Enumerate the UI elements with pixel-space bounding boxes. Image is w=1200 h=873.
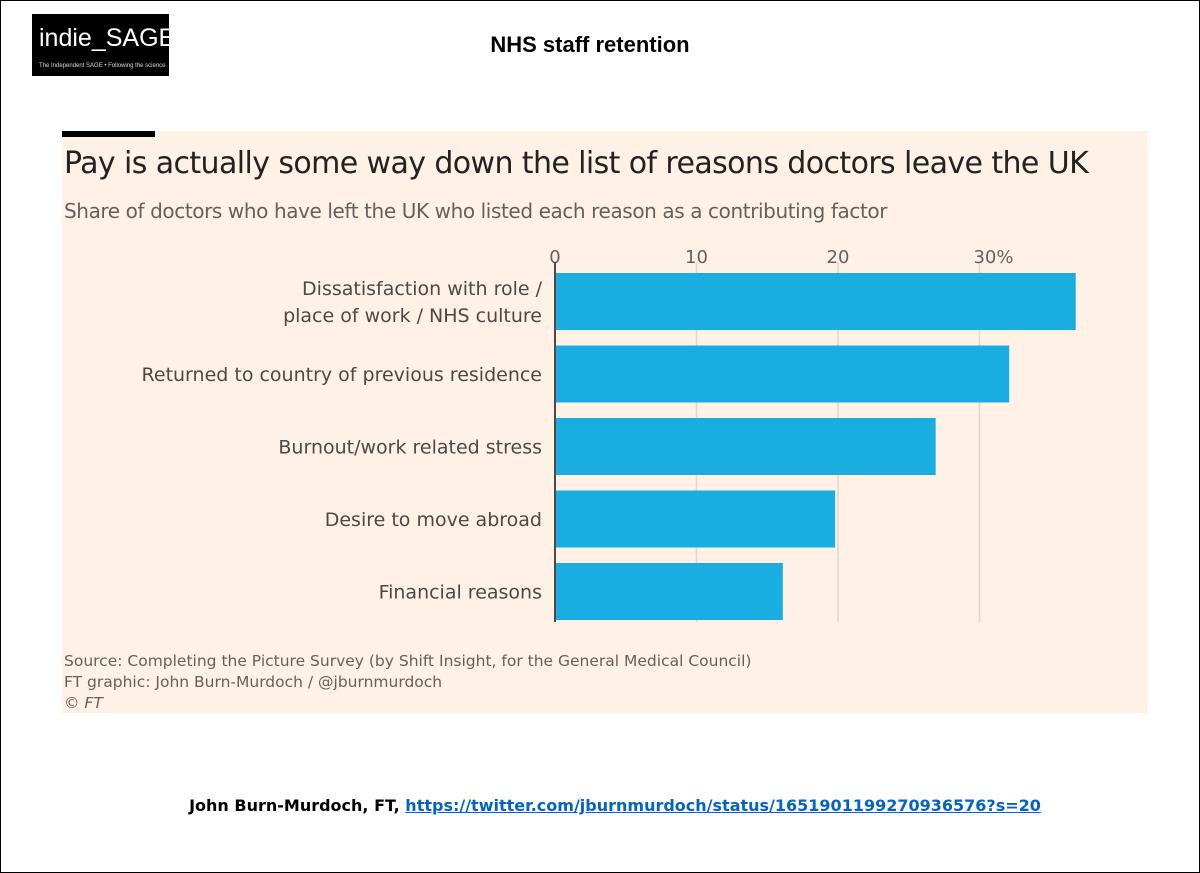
bar [555,490,836,548]
source-line: Source: Completing the Picture Survey (b… [64,652,752,670]
indie-sage-logo: indie_SAGE The Independent SAGE • Follow… [32,14,175,76]
copyright-line: © FT [64,694,103,712]
category-label: Financial reasons [379,582,542,604]
x-tick-label: 20 [827,247,850,268]
category-label: Dissatisfaction with role / [302,278,543,300]
category-label: Returned to country of previous residenc… [142,364,542,386]
x-tick-label: 30% [973,247,1013,268]
category-label: place of work / NHS culture [283,305,542,327]
credit-link[interactable]: https://twitter.com/jburnmurdoch/status/… [405,796,1041,815]
bar [555,563,783,620]
x-tick-label: 0 [549,247,560,268]
slide-credit: John Burn-Murdoch, FT, https://twitter.c… [0,796,1200,815]
credit-author: John Burn-Murdoch, FT, [189,796,400,815]
bar [555,418,936,475]
graphic-credit-line: FT graphic: John Burn-Murdoch / @jburnmu… [64,673,443,691]
bar [555,345,1010,403]
category-label: Desire to move abroad [325,509,542,531]
source-notes: Source: Completing the Picture Survey (b… [64,651,751,714]
logo-tagline: The Independent SAGE • Following the sci… [39,63,166,69]
bar [555,273,1076,330]
slide-title: NHS staff retention [490,32,690,57]
chart-title: Pay is actually some way down the list o… [64,146,1089,181]
chart-accent-bar [62,131,155,137]
logo-name: indie_SAGE [39,24,176,52]
x-tick-label: 10 [685,247,708,268]
category-label: Burnout/work related stress [278,437,542,459]
chart-subtitle: Share of doctors who have left the UK wh… [64,199,888,223]
